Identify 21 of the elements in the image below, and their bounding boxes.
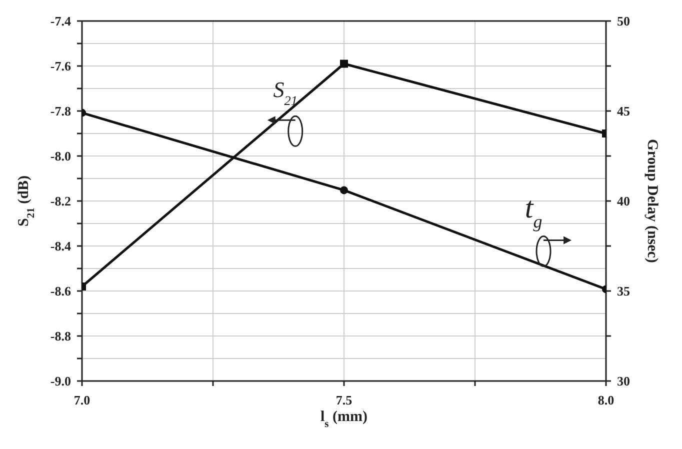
y-tick-label: -9.0 [50,374,71,388]
y2-tick-label: 45 [617,104,630,118]
y2-axis-title: Group Delay (nsec) [644,139,660,263]
x-tick-label: 7.5 [336,392,353,408]
y-tick-label: -8.2 [50,194,71,208]
x-axis-title: l$_{s}$ (mm) [320,409,368,430]
y2-tick-label: 30 [617,374,630,388]
y-tick-label: -8.4 [50,238,72,254]
y2-tick-label: 40 [617,194,630,208]
y-tick-label: -7.4 [50,14,72,28]
annotation: t$_{g}$ [524,191,542,232]
y2-tick-label: 35 [617,284,630,298]
y2-tick-label: 50 [617,14,630,28]
x-tick-label: 7.0 [74,392,90,408]
y-tick-label: -8.6 [50,284,72,298]
y-tick-label: -7.6 [50,58,72,74]
annotation: S$_{21}$ [273,77,298,108]
y-tick-label: -8.8 [50,328,72,344]
y-tick-label: -7.8 [50,104,72,118]
x-tick-label: 8.0 [598,392,614,408]
y-tick-label: -8.0 [50,148,71,164]
